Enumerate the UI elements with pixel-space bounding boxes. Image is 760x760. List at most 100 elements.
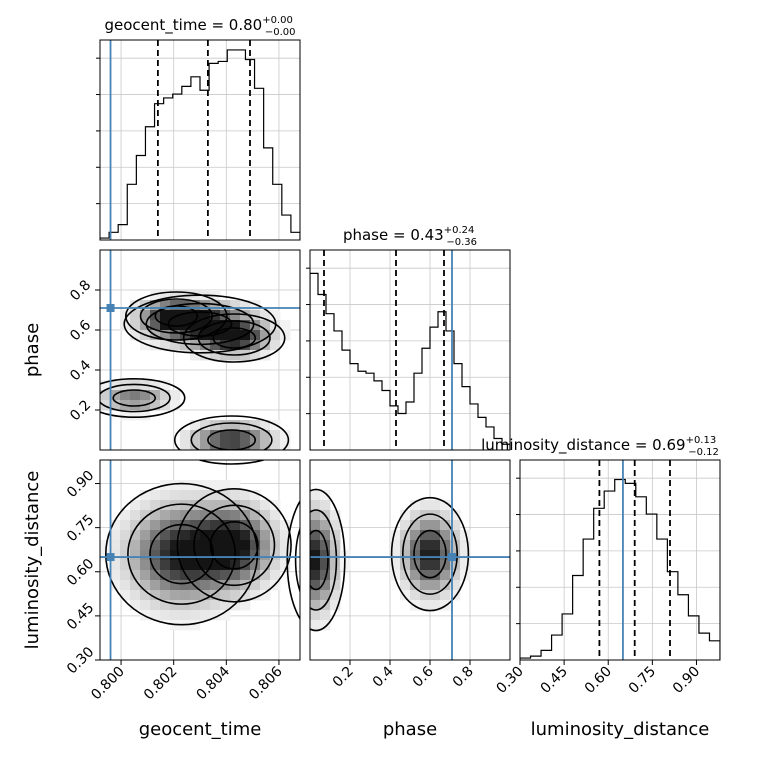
y-tick-label: 0.60 — [64, 556, 97, 589]
density-cell — [170, 510, 181, 521]
density-cell — [100, 540, 111, 551]
density-cell — [390, 550, 401, 561]
density-cell — [330, 520, 341, 531]
density-cell — [250, 500, 261, 511]
density-cell — [440, 600, 451, 611]
density-cell — [200, 600, 211, 611]
density-cell — [190, 320, 201, 331]
density-cell — [210, 490, 221, 501]
density-cell — [230, 530, 241, 541]
density-cell — [190, 490, 201, 501]
density-cell — [150, 290, 161, 301]
x-tick-label: 0.60 — [582, 664, 615, 697]
density-cell — [330, 550, 341, 561]
density-cell — [140, 410, 151, 421]
density-cell — [200, 480, 211, 491]
density-cell — [190, 580, 201, 591]
density-cell — [280, 430, 291, 441]
density-cell — [230, 300, 241, 311]
x-tick-label: 0.45 — [538, 664, 571, 697]
density-cell — [210, 440, 221, 451]
y-tick-label: 0.90 — [64, 468, 97, 501]
density-cell — [240, 560, 251, 571]
density-cell — [260, 570, 271, 581]
density-cell — [150, 390, 161, 401]
density-cell — [160, 580, 171, 591]
density-cell — [160, 390, 171, 401]
contour-level-1 — [193, 504, 276, 587]
density-cell — [260, 500, 271, 511]
density-cell — [170, 550, 181, 561]
density-cell — [120, 320, 131, 331]
panel-frame — [309, 249, 511, 451]
density-cell — [230, 590, 241, 601]
density-cell — [220, 430, 231, 441]
density-cell — [190, 590, 201, 601]
density-cell — [200, 560, 211, 571]
density-cell — [230, 480, 241, 491]
density-cell — [250, 300, 261, 311]
density-cell — [140, 510, 151, 521]
density-cell — [240, 500, 251, 511]
density-cell — [280, 440, 291, 451]
density-cell — [410, 510, 421, 521]
y-tick-label: 0.4 — [67, 357, 94, 384]
density-cell — [130, 570, 141, 581]
x-tick-label: 0.4 — [370, 663, 397, 690]
density-cell — [260, 590, 271, 601]
density-cell — [320, 550, 331, 561]
density-cell — [240, 440, 251, 451]
density-cell — [170, 580, 181, 591]
density-cell — [210, 530, 221, 541]
density-cell — [170, 590, 181, 601]
density-cell — [320, 490, 331, 501]
density-cell — [270, 340, 281, 351]
y-tick-label: 0.2 — [67, 397, 94, 424]
density-cell — [390, 540, 401, 551]
density-cell — [120, 410, 131, 421]
density-cell — [130, 320, 141, 331]
density-cell — [110, 530, 121, 541]
density-cell — [170, 330, 181, 341]
density-cell — [420, 540, 431, 551]
density-cell — [220, 500, 231, 511]
density-cell — [150, 380, 161, 391]
density-cell — [390, 570, 401, 581]
density-cell — [120, 530, 131, 541]
density-cell — [140, 530, 151, 541]
density-cell — [220, 320, 231, 331]
density-cell — [190, 300, 201, 311]
density-cell — [220, 600, 231, 611]
density-cell — [260, 550, 271, 561]
contour-level-2 — [173, 415, 290, 465]
panel-frame — [99, 459, 301, 661]
contour-level-1 — [139, 298, 213, 334]
density-cell — [140, 300, 151, 311]
density-cell — [230, 510, 241, 521]
density-cell — [400, 550, 411, 561]
density-cell — [420, 550, 431, 561]
density-cell — [320, 570, 331, 581]
density-cell — [250, 420, 261, 431]
density-cell — [220, 590, 231, 601]
density-cell — [310, 530, 321, 541]
density-cell — [390, 530, 401, 541]
density-cell — [150, 540, 161, 551]
density-cell — [240, 600, 251, 611]
density-cell — [320, 520, 331, 531]
density-cell — [240, 580, 251, 591]
density-cell — [430, 560, 441, 571]
density-cell — [180, 430, 191, 441]
density-cell — [260, 580, 271, 591]
density-cell — [210, 500, 221, 511]
density-cell — [410, 550, 421, 561]
density-cell — [230, 420, 241, 431]
density-cell — [420, 500, 431, 511]
density-cell — [330, 510, 341, 521]
density-cell — [280, 550, 291, 561]
density-cell — [210, 570, 221, 581]
density-cell — [320, 500, 331, 511]
density-cell — [160, 310, 171, 321]
density-cell — [240, 350, 251, 361]
density-cell — [390, 560, 401, 571]
